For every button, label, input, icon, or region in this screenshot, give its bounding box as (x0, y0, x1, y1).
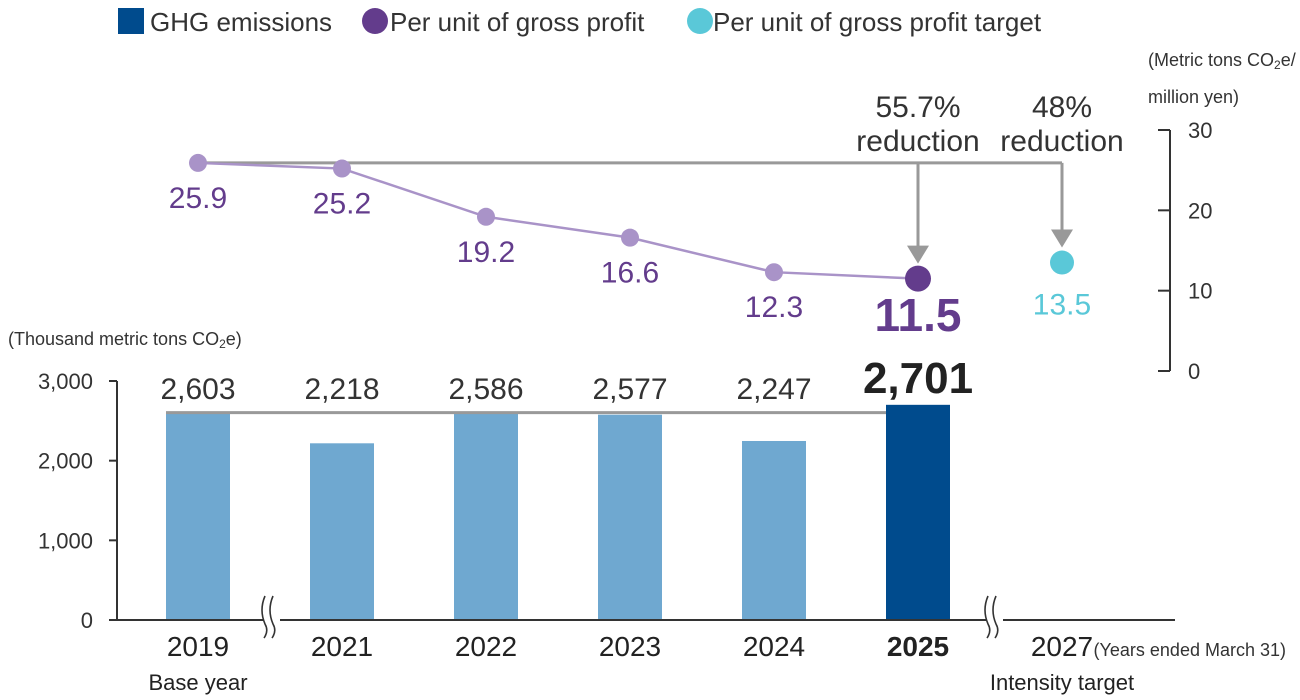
x-tick-label-2025: 2025 (887, 631, 949, 662)
x-tick-label-2027: 2027 (1031, 631, 1093, 662)
legend-swatch-per-unit-target (687, 8, 713, 34)
intensity-value-label-2025: 11.5 (875, 289, 962, 341)
axis-break-mark (269, 595, 276, 639)
x-tick-label-2019: 2019 (167, 631, 229, 662)
x-tick-label-2022: 2022 (455, 631, 517, 662)
intensity-value-label-2021: 25.2 (313, 188, 371, 221)
reduction-arrow-head-2027 (1051, 229, 1073, 248)
intensity-panel: (Metric tons CO2e/million yen) 0 10 20 30 55.… (169, 50, 1296, 384)
emissions-y-tick-label: 2,000 (38, 449, 93, 474)
intensity-y-tick-label: 0 (1188, 359, 1200, 384)
legend-label: GHG emissions (150, 7, 332, 37)
x-tick-label-2024: 2024 (743, 631, 805, 662)
legend-swatch-ghg-emissions (118, 8, 144, 34)
emissions-value-label-2022: 2,586 (448, 373, 523, 406)
emissions-bar-2023 (598, 414, 662, 620)
reduction-word-2025: reduction (856, 125, 979, 158)
reduction-word-2027: reduction (1000, 125, 1123, 158)
x-category-note-2027: Intensity target (990, 670, 1134, 695)
intensity-y-tick-label: 10 (1188, 279, 1212, 304)
x-category-note-2019: Base year (148, 670, 247, 695)
emissions-unit-label: (Thousand metric tons CO2e) (8, 329, 242, 351)
emissions-bar-2021 (310, 443, 374, 620)
emissions-bar-2025 (886, 404, 950, 620)
axis-break-mark (261, 595, 268, 639)
reduction-percent-2025: 55.7% (875, 91, 960, 124)
legend: GHG emissions Per unit of gross profit Per… (118, 7, 1042, 37)
emissions-panel: (Thousand metric tons CO2e) 0 1,000 2,000 3,… (8, 329, 973, 633)
emissions-value-label-2019: 2,603 (160, 373, 235, 406)
intensity-unit-label-line2: million yen) (1148, 87, 1239, 107)
intensity-y-tick-label: 30 (1188, 118, 1212, 143)
axis-break-gap-2 (987, 592, 1003, 632)
intensity-point-2025 (905, 265, 931, 292)
intensity-value-label-2024: 12.3 (745, 291, 803, 324)
axis-break-gap-1 (264, 592, 280, 632)
axis-break-mark (984, 595, 991, 639)
emissions-y-tick-label: 0 (81, 608, 93, 633)
reduction-arrow-head-2025 (907, 245, 929, 264)
emissions-bar-2024 (742, 440, 806, 620)
intensity-y-tick-label: 20 (1188, 198, 1212, 223)
intensity-target-label: 13.5 (1033, 289, 1091, 322)
emissions-value-label-2025: 2,701 (863, 354, 973, 403)
emissions-value-label-2023: 2,577 (592, 373, 667, 406)
axis-break-mark (992, 595, 999, 639)
x-tick-label-2023: 2023 (599, 631, 661, 662)
emissions-value-label-2021: 2,218 (304, 373, 379, 406)
reduction-percent-2027: 48% (1032, 91, 1092, 124)
emissions-bar-2022 (454, 413, 518, 620)
intensity-point-2024 (765, 263, 783, 282)
intensity-line (197, 161, 919, 280)
intensity-point-2022 (477, 207, 495, 226)
legend-label: Per unit of gross profit (390, 7, 645, 37)
intensity-value-label-2019: 25.9 (169, 182, 227, 215)
x-axis-note: (Years ended March 31) (1094, 640, 1286, 660)
legend-swatch-per-unit (362, 8, 388, 34)
emissions-bar-2019 (166, 412, 230, 620)
intensity-point-2023 (621, 228, 639, 247)
intensity-unit-label-line1: (Metric tons CO2e/ (1148, 50, 1296, 72)
x-axis: 2019 2021 2022 2023 2024 2025 2027 Base year Int… (117, 592, 1286, 695)
intensity-point-2019 (189, 153, 207, 172)
emissions-value-label-2024: 2,247 (736, 373, 811, 406)
legend-label: Per unit of gross profit target (713, 7, 1042, 37)
intensity-value-label-2022: 19.2 (457, 236, 515, 269)
emissions-y-tick-label: 1,000 (38, 528, 93, 553)
intensity-target-point (1050, 250, 1074, 275)
intensity-value-label-2023: 16.6 (601, 257, 659, 290)
emissions-y-tick-label: 3,000 (38, 369, 93, 394)
intensity-point-2021 (333, 159, 351, 178)
x-tick-label-2021: 2021 (311, 631, 373, 662)
